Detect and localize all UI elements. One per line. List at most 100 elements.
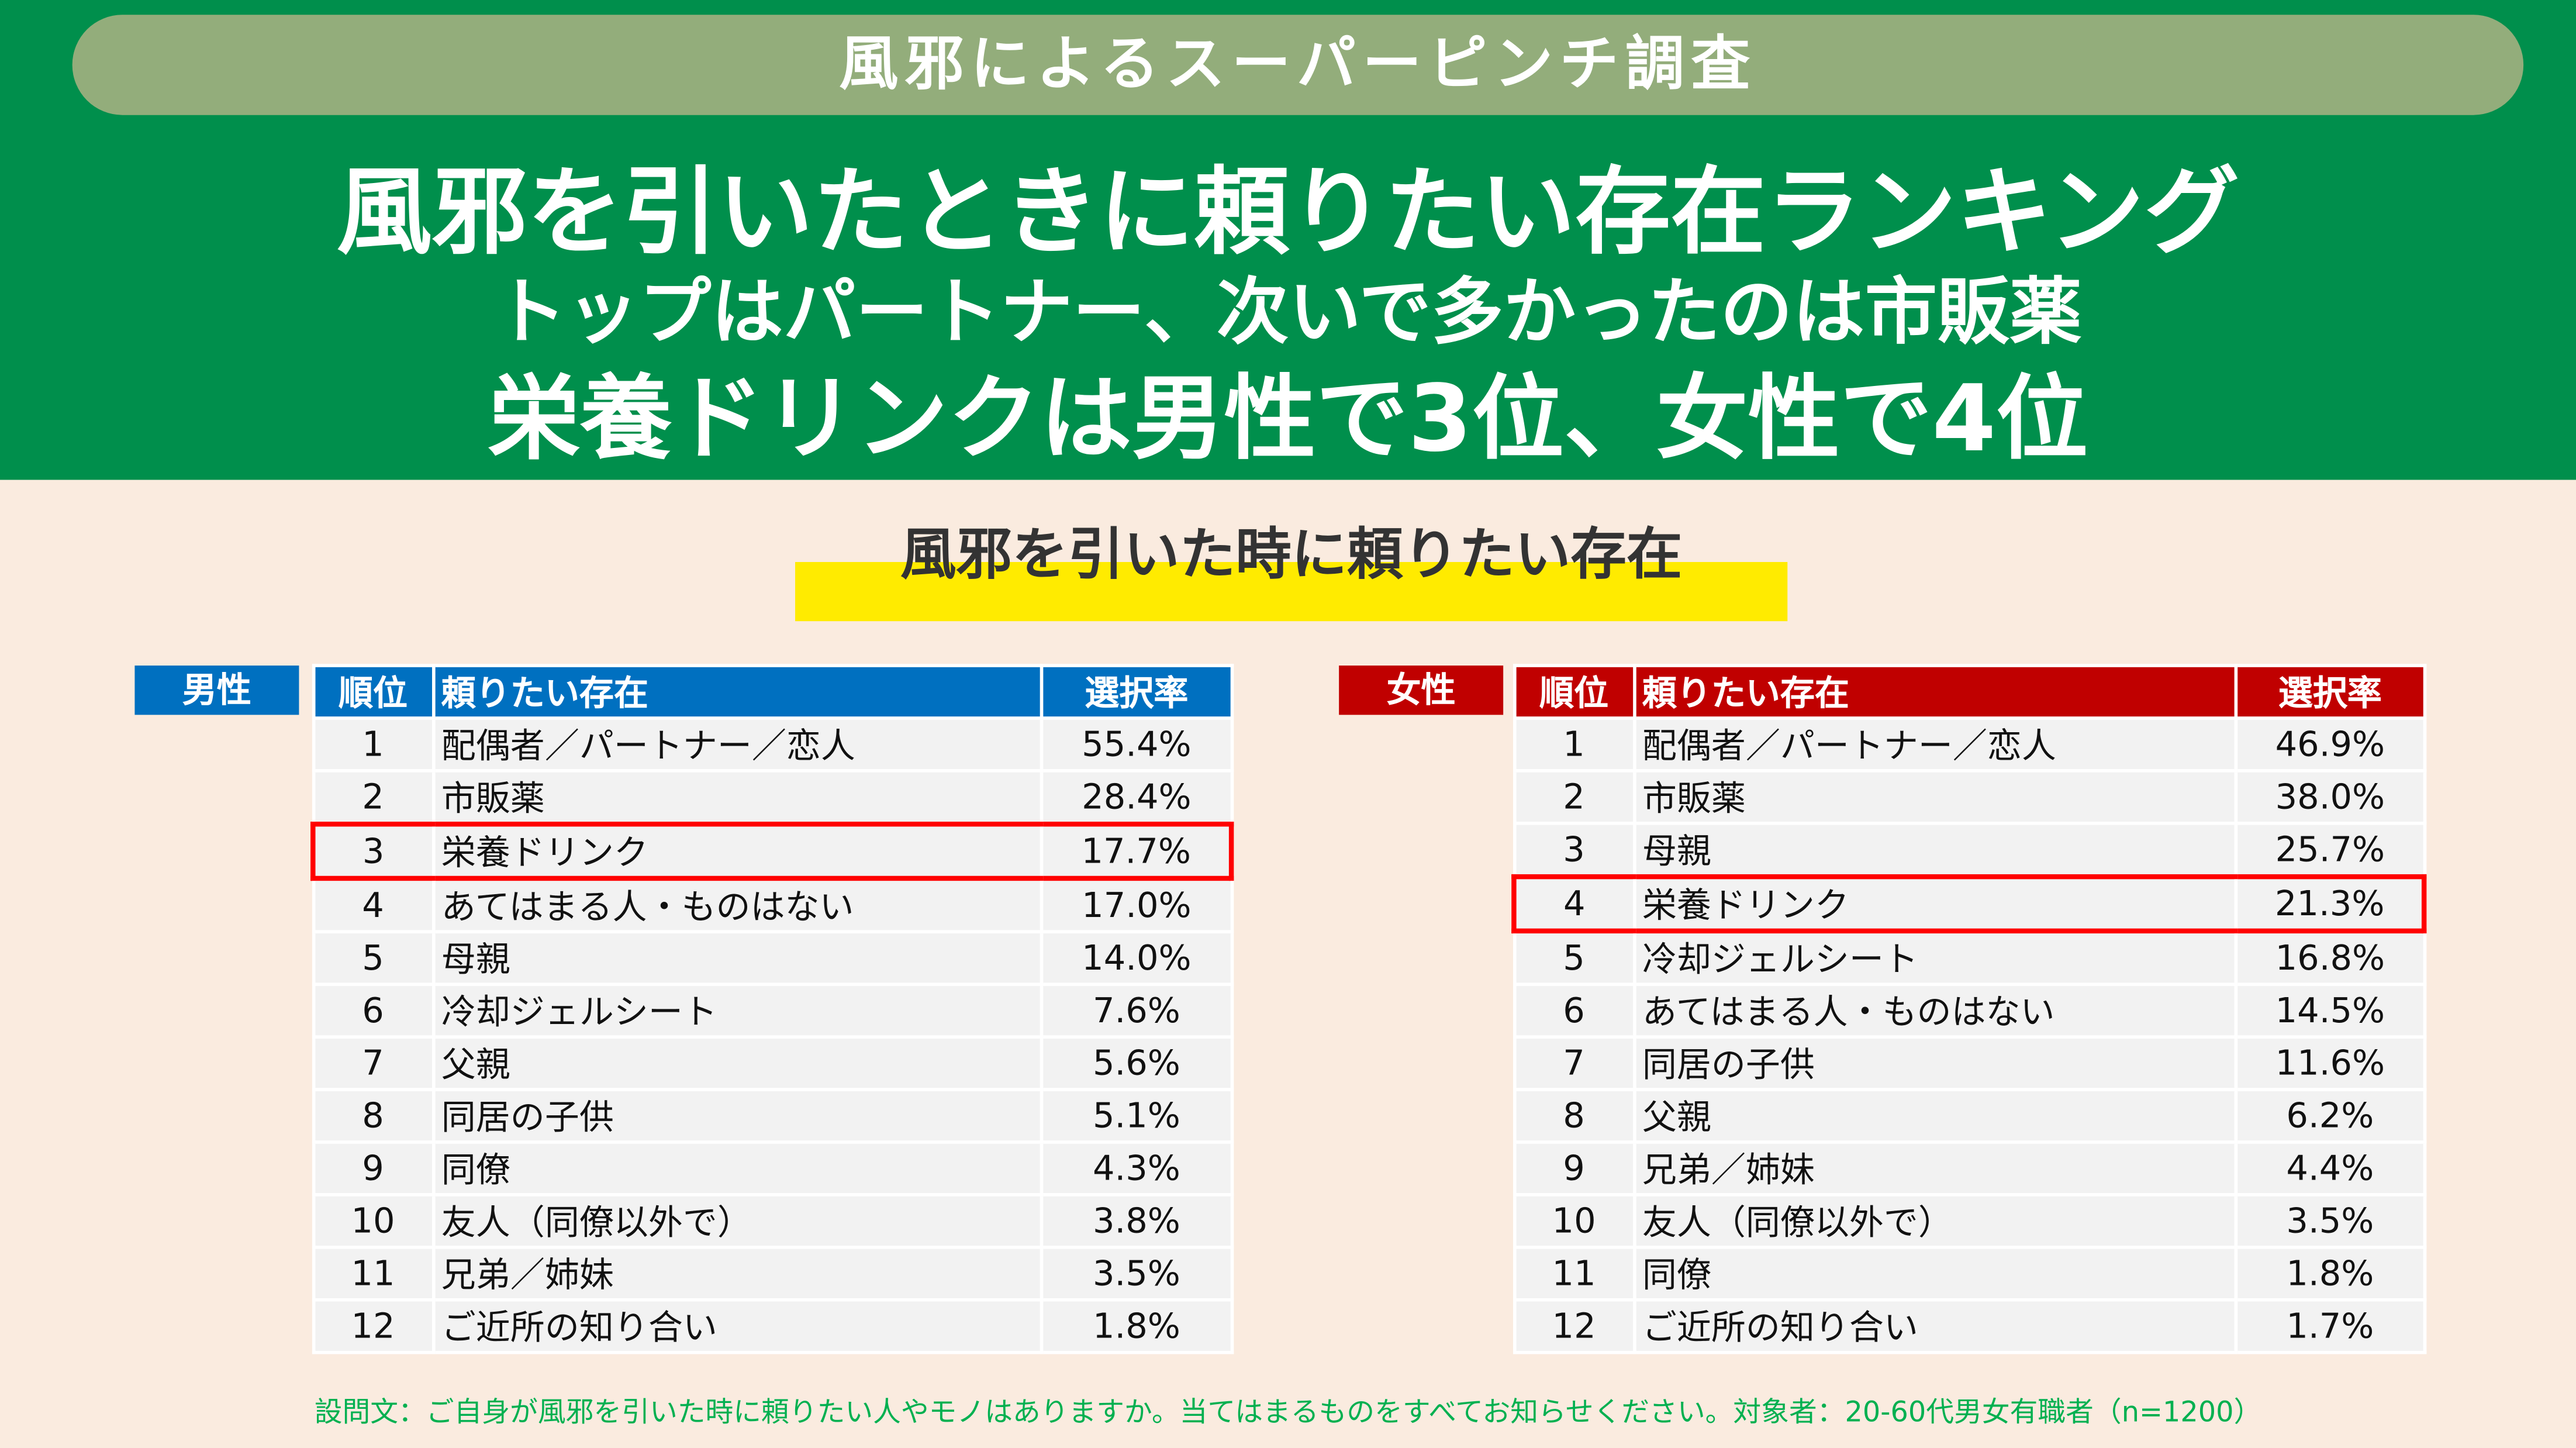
rate-cell: 38.0% xyxy=(2234,769,2426,825)
item-cell: 友人（同僚以外で） xyxy=(431,1193,1044,1249)
rank-cell: 12 xyxy=(311,1298,435,1354)
item-cell: 同僚 xyxy=(1632,1245,2238,1302)
item-cell: 友人（同僚以外で） xyxy=(1632,1193,2238,1249)
item-cell: 栄養ドリンク xyxy=(431,821,1044,881)
item-cell: 同居の子供 xyxy=(1632,1035,2238,1091)
rate-cell: 3.5% xyxy=(2234,1193,2426,1249)
table-row: 1 配偶者／パートナー／恋人 46.9% xyxy=(1512,716,2426,773)
item-cell: 兄弟／姉妹 xyxy=(1632,1140,2238,1197)
title-marker xyxy=(795,562,1788,622)
table-row: 9 同僚 4.3% xyxy=(311,1140,1233,1197)
rate-cell: 16.8% xyxy=(2234,929,2426,986)
rate-cell: 1.8% xyxy=(1040,1298,1233,1354)
item-cell: 同僚 xyxy=(431,1140,1044,1197)
column-header: 選択率 xyxy=(2234,664,2426,720)
column-header: 順位 xyxy=(311,664,435,720)
survey-banner: 風邪によるスーパーピンチ調査 xyxy=(72,15,2524,115)
rank-cell: 1 xyxy=(1512,716,1636,773)
rank-cell: 11 xyxy=(1512,1245,1636,1302)
rate-cell: 4.3% xyxy=(1040,1140,1233,1197)
item-cell: ご近所の知り合い xyxy=(1632,1298,2238,1354)
rank-cell: 11 xyxy=(311,1245,435,1302)
rank-cell: 3 xyxy=(1512,822,1636,878)
table-row: 10 友人（同僚以外で） 3.5% xyxy=(1512,1193,2426,1249)
rank-cell: 8 xyxy=(311,1088,435,1144)
highlighted-row: 4 栄養ドリンク 21.3% xyxy=(1511,874,2427,934)
rank-cell: 6 xyxy=(311,982,435,1039)
item-cell: 配偶者／パートナー／恋人 xyxy=(1632,716,2238,773)
rank-cell: 2 xyxy=(311,769,435,826)
rank-cell: 5 xyxy=(311,930,435,986)
rank-cell: 12 xyxy=(1512,1298,1636,1354)
item-cell: 母親 xyxy=(1632,822,2238,878)
rank-cell: 4 xyxy=(1511,874,1636,934)
rate-cell: 28.4% xyxy=(1040,769,1233,826)
item-cell: 父親 xyxy=(1632,1088,2238,1144)
rank-cell: 7 xyxy=(1512,1035,1636,1091)
rate-cell: 21.3% xyxy=(2234,874,2427,934)
item-cell: 市販薬 xyxy=(431,769,1044,826)
rate-cell: 46.9% xyxy=(2234,716,2426,773)
headline-1: 風邪を引いたときに頼りたい存在ランキング xyxy=(336,156,2240,268)
table-row: 12 ご近所の知り合い 1.8% xyxy=(311,1298,1233,1354)
male-label: 男性 xyxy=(134,666,299,715)
rate-cell: 55.4% xyxy=(1040,716,1233,773)
rank-cell: 8 xyxy=(1512,1088,1636,1144)
rank-cell: 3 xyxy=(310,821,435,881)
table-row: 4 あてはまる人・ものはない 17.0% xyxy=(311,877,1233,934)
male-ranking-table: 順位 頼りたい存在 選択率 1 配偶者／パートナー／恋人 55.4% 2 市販薬 28.4% 3 栄… xyxy=(310,664,1234,1354)
table-row: 12 ご近所の知り合い 1.7% xyxy=(1512,1298,2426,1354)
table-row: 8 父親 6.2% xyxy=(1512,1088,2426,1144)
table-row: 2 市販薬 28.4% xyxy=(311,769,1233,826)
rank-cell: 1 xyxy=(311,716,435,773)
item-cell: 同居の子供 xyxy=(431,1088,1044,1144)
rank-cell: 9 xyxy=(1512,1140,1636,1197)
column-header: 選択率 xyxy=(1040,664,1233,720)
item-cell: 父親 xyxy=(431,1035,1044,1091)
header: 風邪によるスーパーピンチ調査 風邪を引いたときに頼りたい存在ランキング トップは… xyxy=(0,0,2576,480)
table-row: 5 冷却ジェルシート 16.8% xyxy=(1512,929,2426,986)
table-row: 9 兄弟／姉妹 4.4% xyxy=(1512,1140,2426,1197)
table-row: 5 母親 14.0% xyxy=(311,930,1233,986)
rank-cell: 10 xyxy=(1512,1193,1636,1249)
rate-cell: 17.7% xyxy=(1040,821,1234,881)
table-row: 1 配偶者／パートナー／恋人 55.4% xyxy=(311,716,1233,773)
table-row: 6 冷却ジェルシート 7.6% xyxy=(311,982,1233,1039)
item-cell: 配偶者／パートナー／恋人 xyxy=(431,716,1044,773)
table-row: 7 同居の子供 11.6% xyxy=(1512,1035,2426,1091)
column-header: 頼りたい存在 xyxy=(431,664,1044,720)
item-cell: 冷却ジェルシート xyxy=(1632,929,2238,986)
rate-cell: 7.6% xyxy=(1040,982,1233,1039)
rate-cell: 1.7% xyxy=(2234,1298,2426,1354)
item-cell: 母親 xyxy=(431,930,1044,986)
headline-2: トップはパートナー、次いで多かったのは市販薬 xyxy=(494,271,2082,355)
item-cell: 市販薬 xyxy=(1632,769,2238,825)
table-header: 順位 頼りたい存在 選択率 xyxy=(1512,664,2426,720)
item-cell: あてはまる人・ものはない xyxy=(431,877,1044,934)
rate-cell: 4.4% xyxy=(2234,1140,2426,1197)
item-cell: 兄弟／姉妹 xyxy=(431,1245,1044,1302)
table-row: 11 同僚 1.8% xyxy=(1512,1245,2426,1302)
headline-3: 栄養ドリンクは男性で3位、女性で4位 xyxy=(488,366,2088,474)
rank-cell: 10 xyxy=(311,1193,435,1249)
footnote: 設問文：ご自身が風邪を引いた時に頼りたい人やモノはありますか。当てはまるものをす… xyxy=(314,1397,2262,1430)
rate-cell: 3.5% xyxy=(1040,1245,1233,1302)
female-ranking-table: 順位 頼りたい存在 選択率 1 配偶者／パートナー／恋人 46.9% 2 市販薬 38.0% 3 母… xyxy=(1511,664,2427,1354)
rate-cell: 6.2% xyxy=(2234,1088,2426,1144)
rate-cell: 25.7% xyxy=(2234,822,2426,878)
table-row: 2 市販薬 38.0% xyxy=(1512,769,2426,825)
table-row: 3 母親 25.7% xyxy=(1512,822,2426,878)
table-row: 10 友人（同僚以外で） 3.8% xyxy=(311,1193,1233,1249)
table-row: 7 父親 5.6% xyxy=(311,1035,1233,1091)
column-header: 順位 xyxy=(1512,664,1636,720)
item-cell: あてはまる人・ものはない xyxy=(1632,982,2238,1039)
section-title: 風邪を引いた時に頼りたい存在 xyxy=(900,522,1683,588)
table-header: 順位 頼りたい存在 選択率 xyxy=(311,664,1233,720)
rate-cell: 5.1% xyxy=(1040,1088,1233,1144)
rank-cell: 4 xyxy=(311,877,435,934)
rate-cell: 17.0% xyxy=(1040,877,1233,934)
column-header: 頼りたい存在 xyxy=(1632,664,2238,720)
rate-cell: 14.0% xyxy=(1040,930,1233,986)
table-row: 11 兄弟／姉妹 3.5% xyxy=(311,1245,1233,1302)
table-row: 8 同居の子供 5.1% xyxy=(311,1088,1233,1144)
